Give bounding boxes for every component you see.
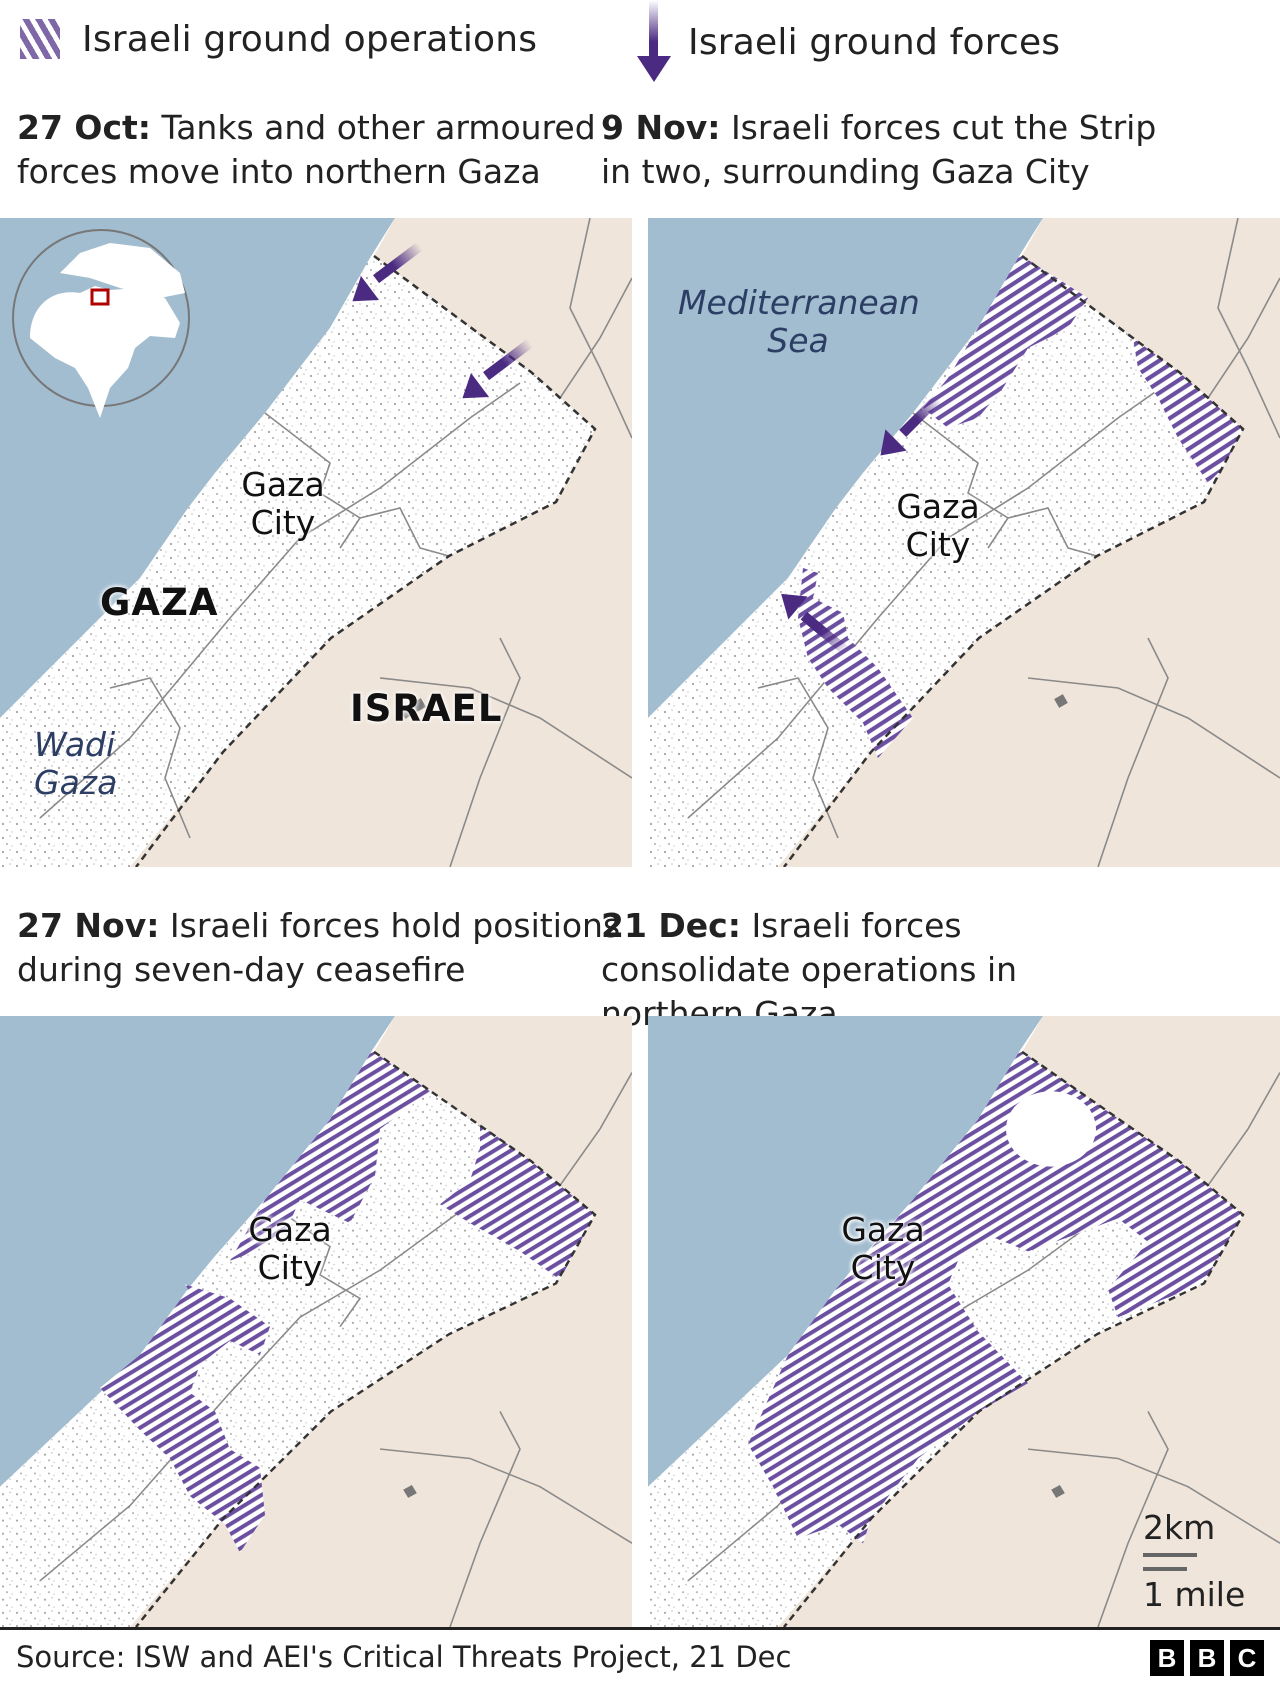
map-panel-27-oct: Gaza City GAZA ISRAEL Wadi Gaza [0, 218, 632, 867]
map-svg [0, 1016, 632, 1627]
operations-area [923, 256, 1088, 428]
operations-area [748, 1051, 1243, 1544]
label-gaza-city: Gaza City [218, 466, 348, 542]
legend-ground-forces: Israeli ground forces [636, 0, 1060, 84]
legend-operations-label: Israeli ground operations [82, 18, 538, 60]
operations-area [100, 1284, 270, 1553]
caption-date: 27 Nov: [17, 906, 160, 945]
roads [39, 218, 632, 867]
forces-arrow-icon [352, 242, 424, 302]
label-line: Mediterranean [678, 283, 920, 322]
label-gaza-city: Gaza City [818, 1211, 948, 1287]
legend-ground-operations: Israeli ground operations [20, 10, 537, 68]
label-mediterranean-sea: Mediterranean Sea [678, 283, 920, 360]
map-panel-21-dec: Gaza City [648, 1016, 1280, 1627]
down-arrow-icon [637, 0, 671, 82]
operations-area [1133, 338, 1243, 483]
label-gaza-city: Gaza City [225, 1211, 355, 1287]
caption-date: 9 Nov: [601, 108, 721, 147]
forces-arrow-icon [781, 593, 850, 655]
label-line: City [905, 524, 971, 564]
caption-date: 27 Oct: [17, 108, 151, 147]
location-highlight [90, 288, 110, 306]
scale-km-bar [1143, 1553, 1197, 1557]
scale-mile-bar [1143, 1567, 1187, 1571]
bbc-logo-letter: B [1150, 1640, 1184, 1676]
label-line: Gaza [34, 762, 118, 802]
label-line: City [250, 502, 316, 542]
label-line: Gaza [248, 1210, 332, 1249]
caption-panel-2: 9 Nov: Israeli forces cut the Strip in t… [601, 106, 1161, 194]
scale-mile-label: 1 mile [1143, 1575, 1246, 1614]
bbc-logo-letter: B [1190, 1640, 1224, 1676]
label-line: Gaza [896, 487, 980, 526]
map-svg [648, 218, 1280, 867]
label-line: Wadi [34, 725, 116, 764]
caption-panel-1: 27 Oct: Tanks and other armoured forces … [17, 106, 637, 194]
label-gaza-city: Gaza City [873, 488, 1003, 564]
bbc-logo-letter: C [1230, 1640, 1264, 1676]
forces-arrow-icon [880, 394, 942, 456]
footer-divider [0, 1627, 1280, 1630]
operations-area [440, 1124, 595, 1280]
operations-area [798, 568, 913, 758]
hatched-swatch-icon [20, 19, 60, 59]
label-line: City [257, 1247, 323, 1287]
label-line: Sea [767, 320, 829, 360]
label-gaza: GAZA [100, 581, 219, 624]
caption-panel-3: 27 Nov: Israeli forces hold positions du… [17, 904, 637, 992]
label-line: City [850, 1247, 916, 1287]
legend-forces-label: Israeli ground forces [688, 21, 1061, 63]
map-svg [0, 218, 632, 867]
caption-text: Tanks and other armoured forces move int… [17, 108, 596, 191]
border-dashed [135, 254, 597, 867]
forces-arrow-icon [462, 339, 534, 399]
caption-text: Israeli forces cut the Strip in two, sur… [601, 108, 1157, 191]
scale-bar: 2km 1 mile [1143, 1508, 1263, 1614]
label-wadi-gaza: Wadi Gaza [34, 726, 117, 802]
caption-text: Israeli forces hold positions during sev… [17, 906, 621, 989]
label-line: Gaza [241, 465, 325, 504]
caption-date: 21 Dec: [601, 906, 741, 945]
operations-area [230, 1051, 430, 1261]
source-text: Source: ISW and AEI's Critical Threats P… [16, 1640, 792, 1674]
bbc-logo: B B C [1150, 1640, 1264, 1676]
globe-locator-icon [12, 229, 190, 418]
label-israel: ISRAEL [350, 687, 503, 730]
scale-km-label: 2km [1143, 1508, 1216, 1547]
map-panel-9-nov: Mediterranean Sea Gaza City [648, 218, 1280, 867]
map-panel-27-nov: Gaza City [0, 1016, 632, 1627]
label-line: Gaza [841, 1210, 925, 1249]
map-svg [648, 1016, 1280, 1627]
